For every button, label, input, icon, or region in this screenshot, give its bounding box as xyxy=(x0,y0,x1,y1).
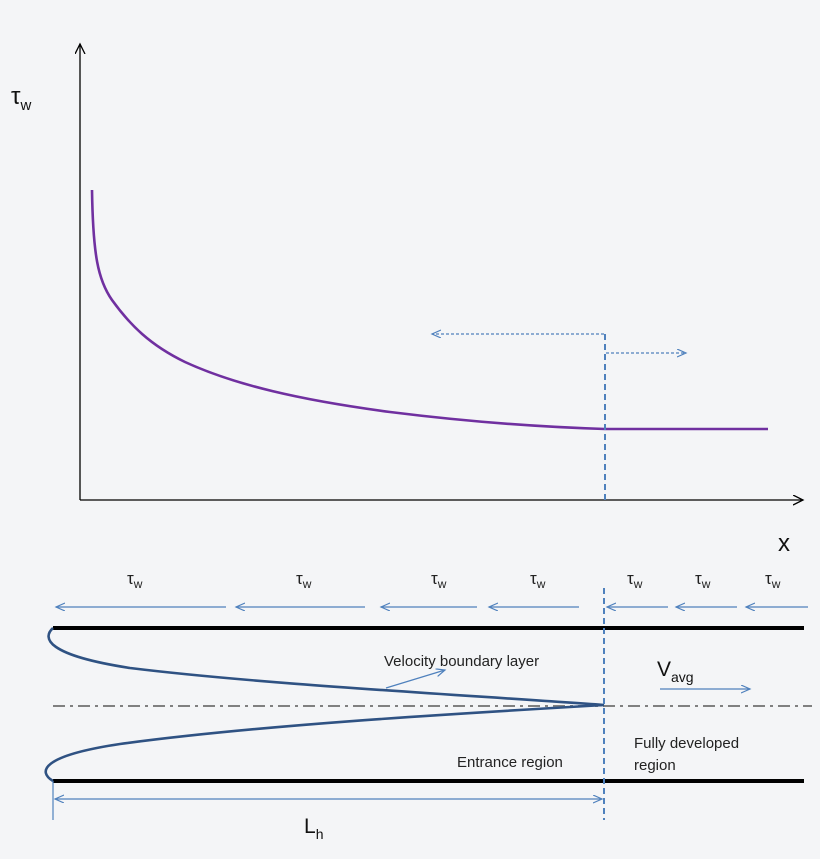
average-velocity-label: Vavg xyxy=(657,658,694,685)
shear-label-7: τw xyxy=(765,569,781,591)
shear-label-4: τw xyxy=(530,569,546,591)
velocity-boundary-layer-profile xyxy=(44,627,605,783)
fully-developed-line-1: Fully developed xyxy=(634,735,739,752)
fully-developed-line-2: region xyxy=(634,757,676,774)
x-axis-title: x xyxy=(778,530,790,557)
y-axis-title: τw xyxy=(11,83,31,114)
boundary-layer-pointer xyxy=(385,670,445,689)
pipe-diagram: τw τw τw τw τw τw τw Velocity boundary l… xyxy=(44,569,812,842)
entrance-region-label: Entrance region xyxy=(457,754,563,771)
shear-stress-graph: τw x xyxy=(11,44,803,557)
shear-label-5: τw xyxy=(627,569,643,591)
shear-label-1: τw xyxy=(127,569,143,591)
shear-label-6: τw xyxy=(695,569,711,591)
shear-label-2: τw xyxy=(296,569,312,591)
velocity-boundary-layer-label: Velocity boundary layer xyxy=(384,653,539,670)
entry-length-label: Lh xyxy=(304,815,323,842)
wall-shear-stress-curve xyxy=(90,189,768,431)
fully-developed-region-label: Fully developed region xyxy=(634,735,743,774)
shear-label-3: τw xyxy=(431,569,447,591)
